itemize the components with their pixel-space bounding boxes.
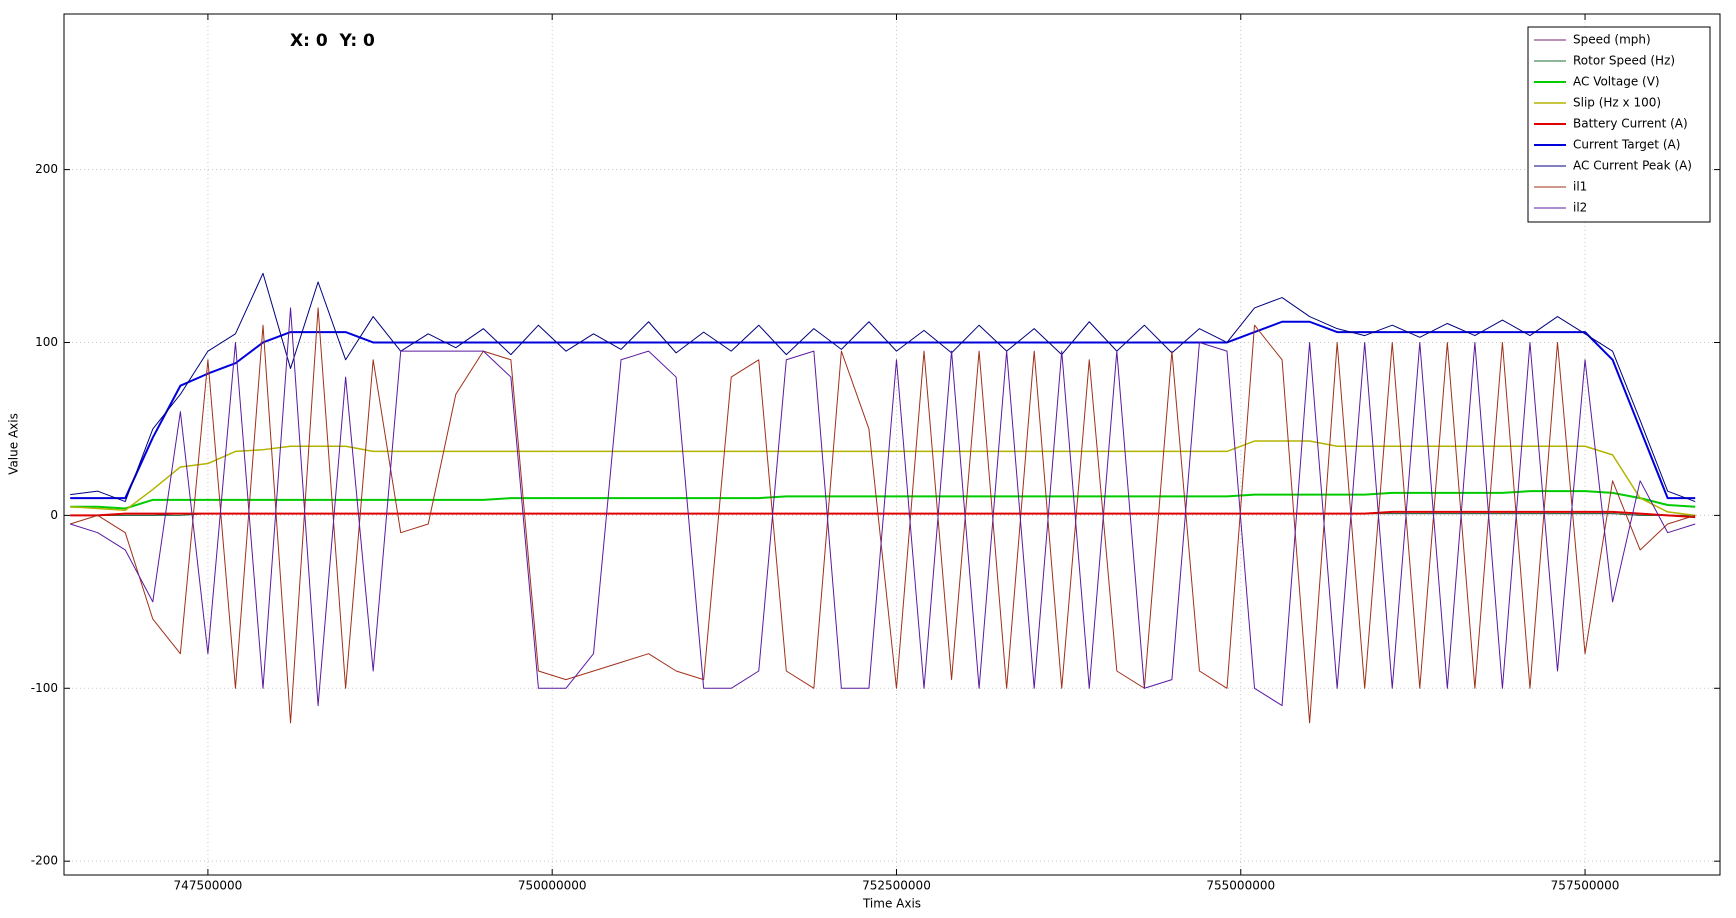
y-tick-label: -100	[31, 681, 58, 695]
legend-label: Speed (mph)	[1573, 33, 1651, 47]
y-tick-label: -200	[31, 854, 58, 868]
series-line	[70, 272, 1696, 503]
y-tick-label: 0	[50, 508, 58, 522]
legend-label: AC Voltage (V)	[1573, 75, 1660, 89]
series-line	[70, 440, 1696, 517]
x-tick-label: 747500000	[174, 879, 243, 893]
legend-label: Rotor Speed (Hz)	[1573, 54, 1675, 68]
x-tick-label: 750000000	[518, 879, 587, 893]
legend: Speed (mph) Rotor Speed (Hz) AC Voltage (V…	[1527, 26, 1711, 223]
plot-frame	[63, 13, 1721, 876]
cursor-readout: X: 0 Y: 0	[290, 31, 375, 51]
series-line	[70, 307, 1696, 707]
series-line	[70, 320, 1696, 500]
x-tick-label: 757500000	[1551, 879, 1620, 893]
series-line	[70, 490, 1696, 510]
series-lines	[70, 272, 1696, 724]
y-axis-label: Value Axis	[7, 413, 21, 475]
x-axis-label: Time Axis	[862, 897, 921, 911]
series-line	[70, 510, 1696, 519]
series-line	[70, 307, 1696, 724]
legend-label: AC Current Peak (A)	[1573, 159, 1692, 173]
legend-label: il1	[1573, 180, 1587, 194]
legend-label: Slip (Hz x 100)	[1573, 96, 1661, 110]
x-tick-label: 752500000	[862, 879, 931, 893]
x-tick-label: 755000000	[1206, 879, 1275, 893]
legend-label: il2	[1573, 201, 1587, 215]
y-tick-label: 200	[35, 162, 58, 176]
legend-label: Battery Current (A)	[1573, 117, 1688, 131]
legend-label: Current Target (A)	[1573, 138, 1680, 152]
y-tick-label: 100	[35, 335, 58, 349]
